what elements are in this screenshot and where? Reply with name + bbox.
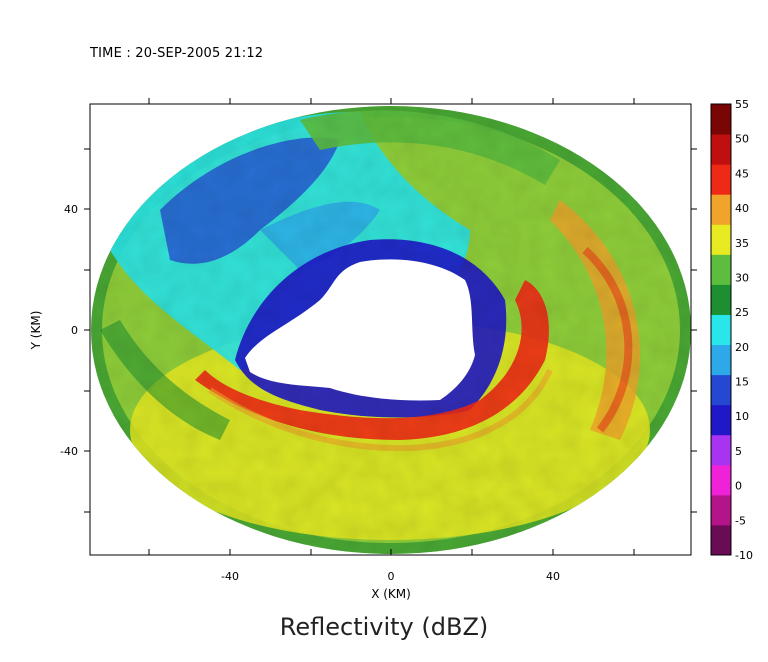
x-tick-label: -40 [221,570,239,583]
colorbar-segment [711,524,731,556]
colorbar-segment [711,164,731,195]
x-axis-label: X (KM) [371,587,411,601]
x-tick-label: 40 [546,570,560,583]
colorbar-tick-label: 35 [735,237,749,250]
colorbar-segment [711,254,731,285]
colorbar-tick-label: 45 [735,167,749,180]
colorbar-tick-label: -5 [735,514,746,527]
y-axis-label: Y (KM) [29,311,43,351]
colorbar-segment [711,404,731,436]
colorbar-segment [711,224,731,255]
colorbar-segment [711,464,731,496]
colorbar-tick-label: 40 [735,202,749,215]
colorbar-segment [711,374,731,406]
colorbar-tick-label: 15 [735,376,749,389]
colorbar-segment [711,134,731,165]
colorbar-frame [710,103,732,556]
colorbar-tick-label: 30 [735,271,749,284]
eye-no-data [245,259,475,401]
colorbar-tick-label: 55 [735,98,749,111]
colorbar-segment [711,194,731,225]
chart-title: Reflectivity (dBZ) [279,613,489,641]
colorbar-tick-label: 50 [735,133,749,146]
colorbar-segment [711,494,731,526]
colorbar-tick-label: 25 [735,306,749,319]
colorbar-tick-label: 0 [735,480,742,493]
x-ticks [148,98,635,555]
colorbar-segment [711,314,731,346]
colorbar-segment [711,434,731,466]
colorbar-tick-label: 20 [735,341,749,354]
x-tick-label: 0 [388,570,395,583]
timestamp-label: TIME : 20-SEP-2005 21:12 [90,46,264,61]
radar-field [91,106,691,554]
colorbar-tick-label: -10 [735,549,753,562]
y-tick-label: 40 [64,203,78,216]
colorbar-segment [711,104,731,135]
colorbar-segment [711,344,731,376]
y-tick-label: 0 [71,324,78,337]
colorbar-segment [711,284,731,315]
colorbar-tick-label: 10 [735,410,749,423]
y-ticks [84,148,697,513]
colorbar-tick-label: 5 [735,445,742,458]
y-tick-label: -40 [60,445,78,458]
colorbar: -10 -5 0 5 10 15 20 25 30 35 40 45 50 55 [710,98,753,562]
